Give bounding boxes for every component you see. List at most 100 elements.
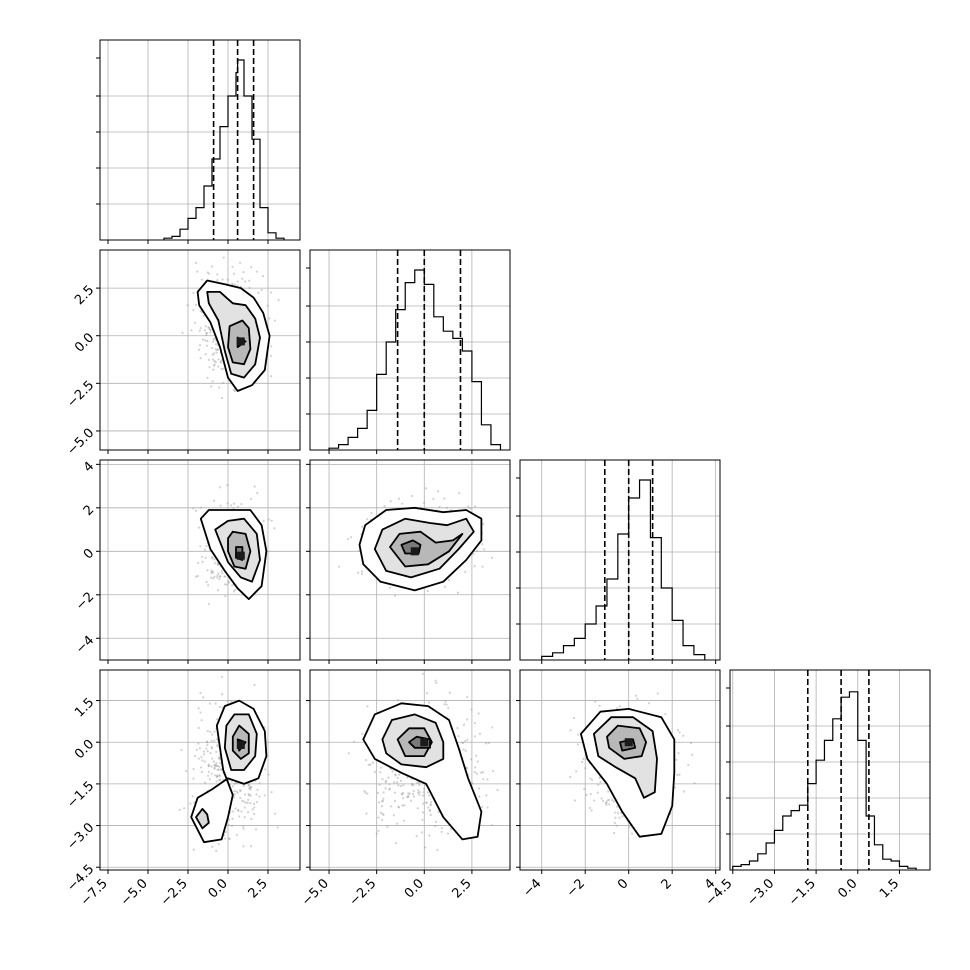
scatter-point (384, 787, 387, 790)
scatter-point (383, 505, 386, 508)
scatter-point (263, 794, 266, 797)
density-layer (181, 256, 280, 400)
scatter-point (207, 774, 210, 777)
scatter-point (461, 742, 465, 745)
scatter-point (206, 339, 209, 343)
scatter-point (400, 792, 403, 795)
scatter-point (588, 806, 592, 810)
scatter-point (415, 834, 418, 838)
scatter-point (200, 278, 203, 281)
scatter-point (399, 779, 403, 782)
scatter-point (217, 572, 220, 575)
scatter-point (449, 828, 452, 831)
scatter-point (656, 692, 659, 695)
scatter-point (615, 824, 618, 827)
scatter-point (480, 771, 483, 774)
scatter-point (212, 577, 215, 580)
x-tick-label: 2.5 (449, 876, 474, 901)
scatter-point (194, 303, 198, 306)
scatter-point (221, 278, 224, 281)
scatter-point (436, 848, 439, 852)
scatter-point (389, 500, 392, 503)
scatter-point (249, 786, 252, 789)
panel-frame (99, 669, 301, 871)
scatter-point (213, 774, 217, 777)
scatter-point (393, 594, 397, 597)
scatter-point (244, 280, 247, 283)
scatter-point (481, 565, 484, 568)
scatter-point (470, 758, 473, 761)
scatter-point (428, 794, 431, 797)
scatter-point (373, 770, 377, 773)
scatter-point (478, 732, 482, 735)
scatter-point (206, 376, 209, 379)
scatter-point (598, 777, 601, 780)
scatter-point (204, 325, 207, 328)
scatter-point (472, 552, 475, 556)
scatter-point (392, 814, 395, 817)
scatter-point (250, 817, 253, 821)
scatter-point (397, 497, 401, 500)
scatter-point (270, 291, 273, 294)
scatter-point (206, 741, 209, 744)
scatter-point (198, 344, 202, 347)
scatter-point (210, 570, 213, 573)
scatter-point (255, 270, 258, 273)
scatter-point (396, 699, 400, 702)
y-tick-label: 2.5 (72, 283, 97, 308)
scatter-point (211, 556, 214, 559)
histogram-step (732, 691, 917, 870)
scatter-point (434, 679, 437, 682)
scatter-point (273, 527, 276, 530)
scatter-point (256, 788, 259, 791)
scatter-point (418, 784, 421, 787)
scatter-point (251, 808, 254, 811)
scatter-point (199, 506, 202, 509)
scatter-point (462, 723, 466, 726)
scatter-point (678, 731, 681, 734)
scatter-point (408, 792, 411, 795)
scatter-point (465, 767, 468, 770)
scatter-point (204, 556, 207, 559)
scatter-point (407, 795, 410, 799)
scatter-point (210, 765, 213, 768)
scatter-point (215, 750, 218, 753)
scatter-point (242, 845, 245, 848)
scatter-point (689, 741, 693, 745)
y-tick-label: 0 (81, 546, 97, 562)
scatter-point (469, 507, 472, 510)
scatter-point (444, 700, 447, 703)
scatter-point (367, 763, 370, 767)
density-peak (410, 547, 419, 556)
scatter-point (597, 783, 600, 786)
scatter-point (209, 751, 212, 755)
scatter-point (212, 352, 216, 355)
scatter-point (487, 741, 491, 745)
x-tick-label: −2.5 (158, 876, 191, 909)
scatter-point (247, 811, 250, 814)
scatter-point (361, 732, 364, 736)
scatter-point (225, 583, 228, 586)
scatter-point (218, 577, 221, 581)
scatter-point (611, 799, 614, 802)
scatter-point (486, 778, 489, 781)
scatter-point (273, 319, 276, 322)
scatter-point (201, 759, 204, 762)
density-panel (100, 460, 300, 660)
x-tick-label: −4 (520, 876, 544, 900)
scatter-point (205, 545, 208, 548)
scatter-point (396, 776, 399, 780)
scatter-point (596, 791, 599, 794)
scatter-point (233, 283, 236, 286)
scatter-point (388, 788, 391, 791)
scatter-point (425, 692, 429, 695)
scatter-point (213, 766, 216, 769)
scatter-point (210, 772, 213, 775)
scatter-point (594, 700, 597, 703)
scatter-point (221, 396, 224, 400)
scatter-point (378, 783, 381, 786)
density-layer (178, 675, 279, 852)
scatter-point (243, 816, 246, 819)
scatter-point (229, 504, 233, 507)
scatter-point (213, 739, 216, 742)
